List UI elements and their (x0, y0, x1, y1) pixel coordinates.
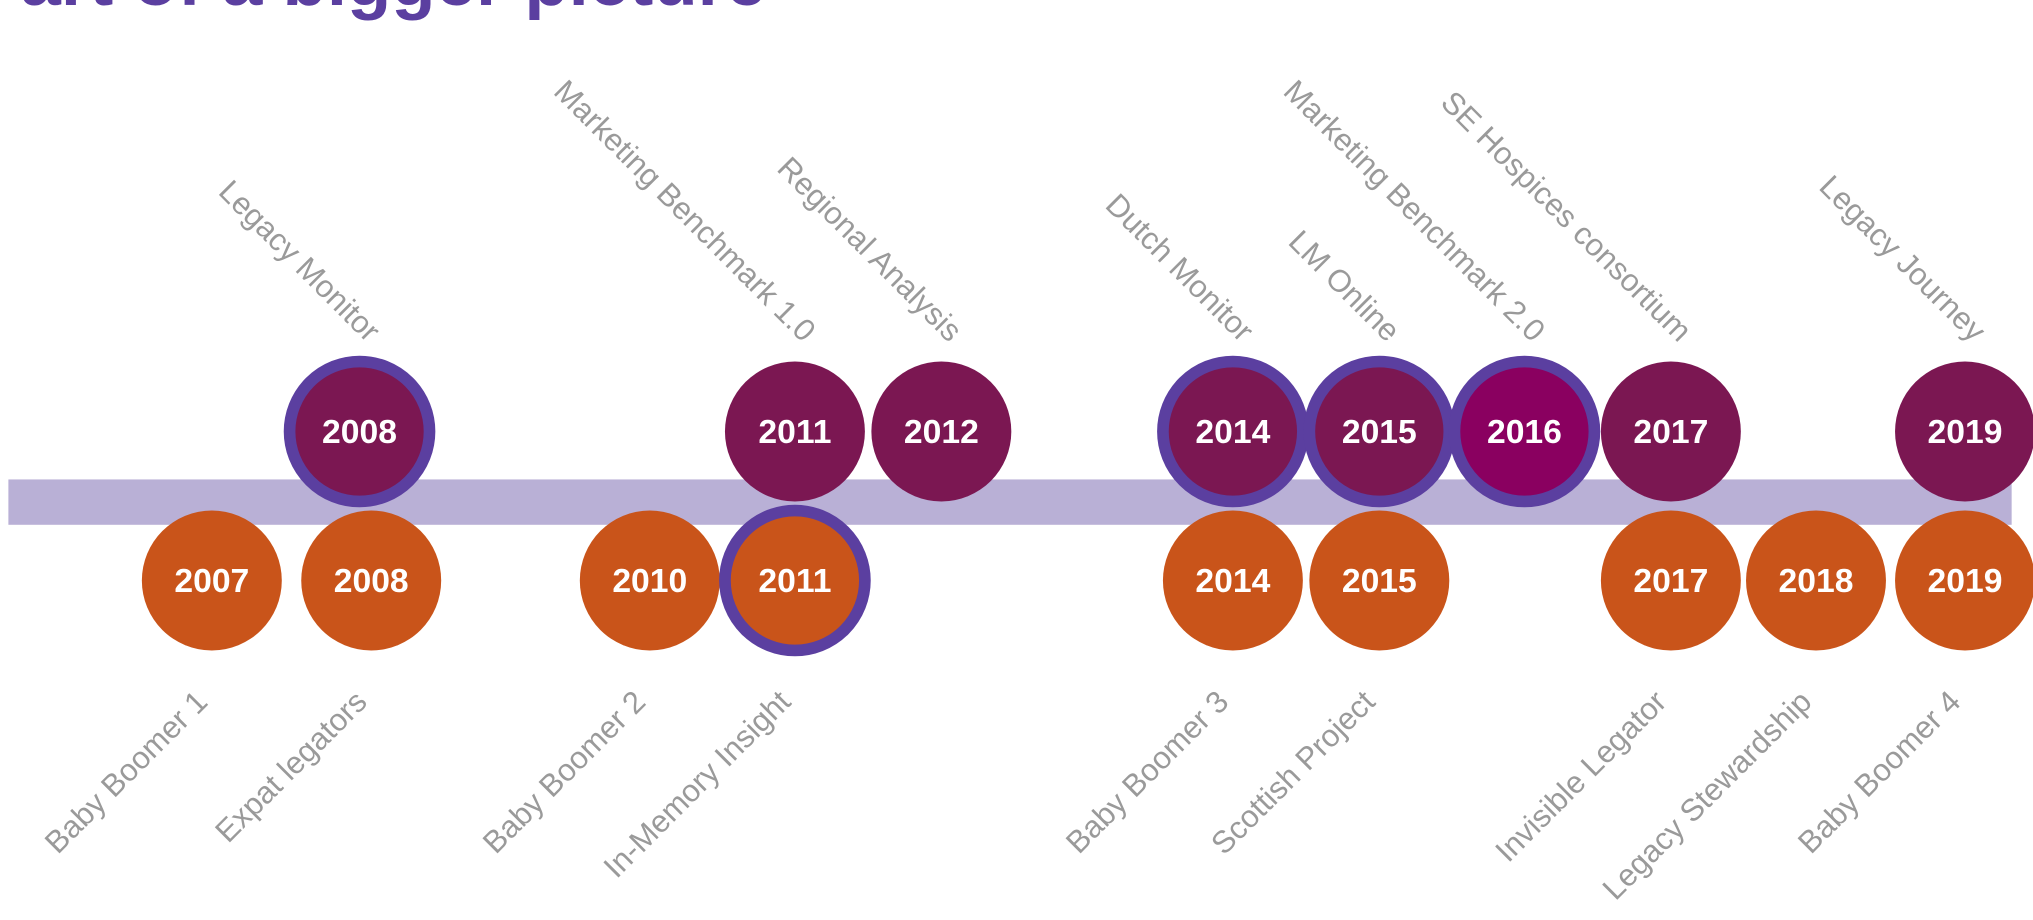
milestone-year: 2017 (1633, 563, 1708, 600)
milestone-label: Baby Boomer 4 (1791, 684, 1967, 860)
milestone-circle (1448, 355, 1601, 508)
milestone-year: 2017 (1633, 414, 1708, 451)
milestone-year: 2019 (1928, 563, 2003, 600)
title: Part of a bigger picture (0, 0, 766, 21)
milestone-circle (1600, 510, 1741, 651)
milestone-circle (1157, 355, 1309, 508)
milestone-year: 2011 (758, 414, 831, 451)
milestone-circle (1895, 510, 2033, 651)
milestone-year: 2014 (1195, 414, 1270, 451)
milestone-year: 2016 (1487, 414, 1562, 451)
milestone-circle (1309, 510, 1450, 651)
milestone-label: Marketing Benchmark 2.0 (1277, 73, 1552, 348)
milestone-circle (1600, 361, 1741, 502)
milestone-circle (579, 510, 720, 651)
milestone-year: 2012 (904, 414, 979, 451)
milestone-year: 2011 (758, 563, 831, 600)
milestone-label: Dutch Monitor (1099, 187, 1261, 349)
milestone-year: 2014 (1195, 563, 1270, 600)
milestone-year: 2010 (612, 563, 687, 600)
milestone-label: Legacy Monitor (212, 173, 387, 348)
milestone-circle (1746, 510, 1886, 651)
milestone-label: SE Hospices consortium (1434, 84, 1698, 348)
milestone-year: 2015 (1342, 414, 1417, 451)
milestone-label: LM Online (1282, 223, 1407, 348)
milestone-circle (871, 361, 1012, 502)
milestone-year: 2008 (322, 414, 397, 451)
milestone-year: 2015 (1342, 563, 1417, 600)
milestone-year: 2007 (174, 563, 249, 600)
milestone-year: 2008 (334, 563, 409, 600)
milestone-label: Legacy Journey (1813, 168, 1993, 348)
milestone-label: Marketing Benchmark 1.0 (547, 73, 822, 348)
milestone-year: 2019 (1928, 414, 2003, 451)
milestone-year: 2018 (1779, 563, 1854, 600)
milestone-circle (1895, 361, 2033, 502)
milestone-circle (724, 361, 865, 502)
milestone-circle (1162, 510, 1303, 651)
milestone-circle (283, 355, 436, 508)
milestone-circle (141, 510, 282, 651)
milestone-label: Baby Boomer 1 (38, 684, 214, 860)
milestone-circle (301, 510, 442, 651)
milestone-label: Expat legators (208, 684, 373, 849)
milestone-circle (719, 504, 871, 657)
